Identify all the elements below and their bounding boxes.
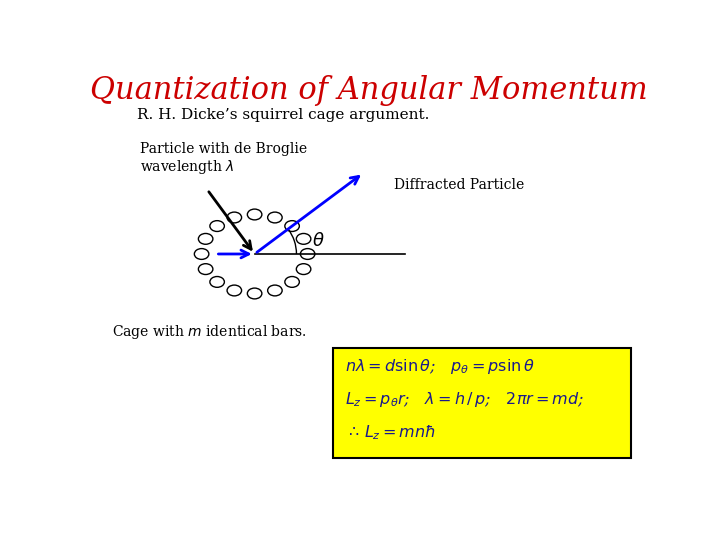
Text: $L_z = p_\theta r$;$\quad \lambda = h\,/\,p$;$\quad 2\pi r = md$;: $L_z = p_\theta r$;$\quad \lambda = h\,/… [345, 390, 584, 409]
Text: $n\lambda = d\sin\theta$;$\quad p_\theta = p\sin\theta$: $n\lambda = d\sin\theta$;$\quad p_\theta… [345, 357, 535, 376]
Text: $\theta$: $\theta$ [312, 232, 325, 250]
Text: Particle with de Broglie
wavelength $\lambda$: Particle with de Broglie wavelength $\la… [140, 141, 307, 177]
Text: Diffracted Particle: Diffracted Particle [394, 178, 524, 192]
Text: Cage with $m$ identical bars.: Cage with $m$ identical bars. [112, 322, 307, 341]
Bar [333, 348, 631, 458]
Text: Quantization of Angular Momentum: Quantization of Angular Momentum [90, 75, 648, 106]
Text: R. H. Dicke’s squirrel cage argument.: R. H. Dicke’s squirrel cage argument. [138, 109, 430, 123]
Text: $\therefore\, L_z = mn\hbar$: $\therefore\, L_z = mn\hbar$ [345, 423, 436, 442]
